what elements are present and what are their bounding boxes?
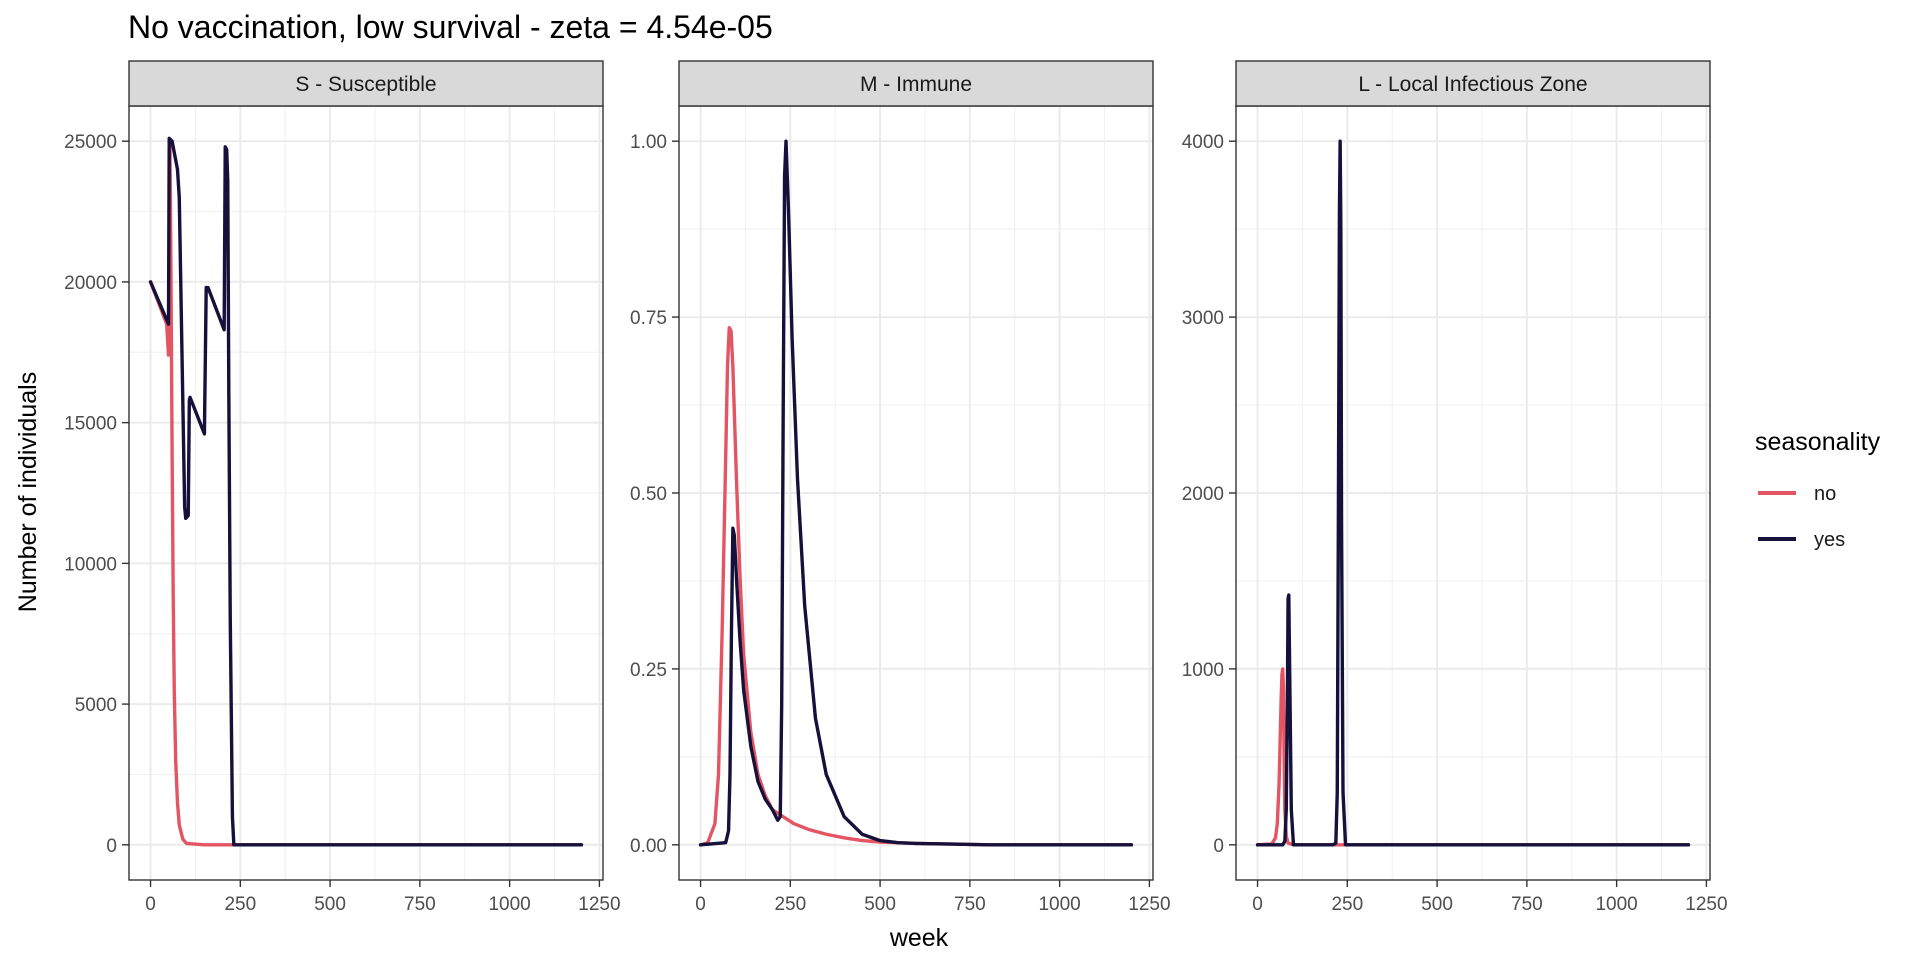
series-line-yes: [148, 136, 584, 847]
x-tick-label: 1250: [1128, 894, 1170, 915]
facet-strip: [678, 60, 1154, 107]
x-tick-label: 750: [404, 894, 436, 915]
panel-2: M - Immune 0 250 500 750 1000 1250 0.00 0.25 0.50…: [630, 60, 1171, 915]
x-tick-label: 1250: [1685, 894, 1727, 915]
y-tick-label: 15000: [64, 414, 117, 435]
y-tick-label: 10000: [64, 554, 117, 575]
y-tick-label: 3000: [1182, 308, 1224, 329]
x-tick-label: 250: [774, 894, 806, 915]
legend: seasonality no yes: [1755, 428, 1881, 551]
legend-label-no: no: [1814, 483, 1836, 505]
y-tick-label: 0.75: [630, 308, 667, 329]
y-tick-label: 0.00: [630, 836, 667, 857]
y-tick-label: 4000: [1182, 132, 1224, 153]
x-tick-label: 250: [224, 894, 256, 915]
y-tick-label: 25000: [64, 132, 117, 153]
x-tick-label: 500: [864, 894, 896, 915]
y-tick-label: 0: [106, 836, 117, 857]
x-tick-label: 1250: [578, 894, 620, 915]
y-tick-label: 20000: [64, 273, 117, 294]
x-tick-label: 1000: [1038, 894, 1080, 915]
y-tick-label: 1.00: [630, 132, 667, 153]
x-tick-label: 1000: [488, 894, 530, 915]
y-tick-label: 2000: [1182, 484, 1224, 505]
x-tick-label: 250: [1331, 894, 1363, 915]
x-tick-label: 750: [954, 894, 986, 915]
legend-label-yes: yes: [1814, 529, 1845, 551]
x-tick-label: 500: [314, 894, 346, 915]
x-tick-label: 750: [1511, 894, 1543, 915]
series-line-no: [698, 325, 1134, 847]
series-line-yes: [1255, 139, 1691, 847]
x-tick-label: 1000: [1595, 894, 1637, 915]
x-tick-label: 0: [695, 894, 706, 915]
x-axis-title: week: [889, 924, 949, 952]
x-tick-label: 0: [145, 894, 156, 915]
y-tick-label: 5000: [75, 695, 117, 716]
facet-strip-label: M - Immune: [860, 73, 972, 96]
y-axis-title: Number of individuals: [14, 372, 42, 612]
facet-strip-label: L - Local Infectious Zone: [1358, 73, 1587, 96]
facet-strip: [128, 60, 604, 107]
x-tick-label: 0: [1252, 894, 1263, 915]
y-tick-label: 1000: [1182, 660, 1224, 681]
panel-3: L - Local Infectious Zone 0 250 500 750 1000 1…: [1182, 60, 1728, 915]
series-line-no: [1255, 667, 1691, 847]
y-tick-label: 0.25: [630, 660, 667, 681]
facet-strip-label: S - Susceptible: [295, 73, 436, 96]
legend-title: seasonality: [1755, 428, 1881, 456]
y-tick-label: 0.50: [630, 484, 667, 505]
x-tick-label: 500: [1421, 894, 1453, 915]
chart-title: No vaccination, low survival - zeta = 4.…: [128, 9, 773, 45]
series-line-no: [148, 139, 584, 847]
panel-1: S - Susceptible 0 250 500 750 1000 1250 0 5000 10…: [64, 60, 621, 915]
facet-strip: [1235, 60, 1711, 107]
series-line-yes: [698, 139, 1134, 847]
y-tick-label: 0: [1213, 836, 1224, 857]
